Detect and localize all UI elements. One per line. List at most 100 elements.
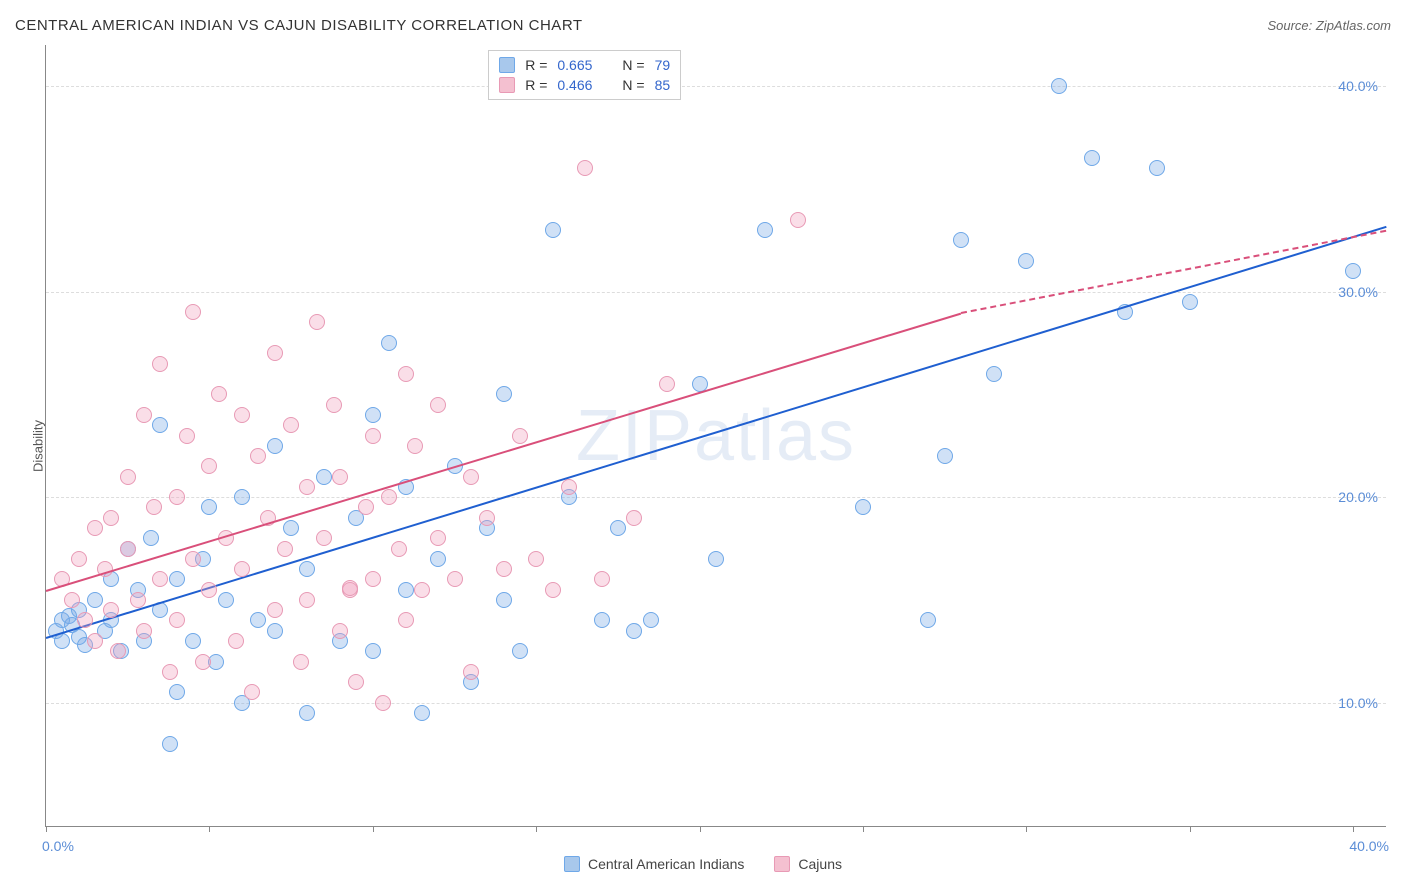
xtick-mark: [46, 826, 47, 832]
xtick-mark: [700, 826, 701, 832]
data-point: [283, 417, 299, 433]
data-point: [708, 551, 724, 567]
data-point: [152, 356, 168, 372]
data-point: [299, 479, 315, 495]
xtick-label: 40.0%: [1349, 838, 1389, 854]
data-point: [594, 612, 610, 628]
ytick-label: 30.0%: [1338, 284, 1378, 300]
legend-item-cajuns: Cajuns: [774, 856, 842, 872]
data-point: [244, 684, 260, 700]
xtick-mark: [1026, 826, 1027, 832]
data-point: [234, 489, 250, 505]
data-point: [185, 304, 201, 320]
data-point: [316, 469, 332, 485]
stat-r-label: R =: [525, 77, 547, 93]
data-point: [512, 643, 528, 659]
data-point: [545, 222, 561, 238]
data-point: [234, 407, 250, 423]
data-point: [120, 541, 136, 557]
data-point: [136, 623, 152, 639]
data-point: [185, 633, 201, 649]
data-point: [169, 684, 185, 700]
data-point: [358, 499, 374, 515]
swatch-icon: [564, 856, 580, 872]
data-point: [267, 438, 283, 454]
data-point: [953, 232, 969, 248]
data-point: [577, 160, 593, 176]
data-point: [87, 633, 103, 649]
xtick-mark: [863, 826, 864, 832]
data-point: [430, 397, 446, 413]
data-point: [162, 664, 178, 680]
data-point: [332, 623, 348, 639]
data-point: [267, 345, 283, 361]
data-point: [545, 582, 561, 598]
legend-stats-row: R = 0.665N = 79: [499, 55, 670, 75]
data-point: [250, 448, 266, 464]
data-point: [87, 592, 103, 608]
data-point: [326, 397, 342, 413]
data-point: [299, 592, 315, 608]
data-point: [234, 561, 250, 577]
data-point: [414, 582, 430, 598]
stat-r-value: 0.665: [557, 57, 592, 73]
ytick-label: 10.0%: [1338, 695, 1378, 711]
data-point: [143, 530, 159, 546]
data-point: [463, 469, 479, 485]
data-point: [299, 561, 315, 577]
data-point: [283, 520, 299, 536]
data-point: [920, 612, 936, 628]
stat-n-label: N =: [622, 77, 644, 93]
data-point: [937, 448, 953, 464]
data-point: [64, 592, 80, 608]
data-point: [561, 479, 577, 495]
data-point: [430, 530, 446, 546]
data-point: [309, 314, 325, 330]
stat-n-value: 85: [655, 77, 671, 93]
data-point: [130, 592, 146, 608]
legend-item-cai: Central American Indians: [564, 856, 744, 872]
data-point: [626, 623, 642, 639]
data-point: [169, 489, 185, 505]
data-point: [71, 551, 87, 567]
legend-stats-row: R = 0.466N = 85: [499, 75, 670, 95]
data-point: [195, 654, 211, 670]
data-point: [299, 705, 315, 721]
data-point: [381, 489, 397, 505]
y-axis-label: Disability: [31, 420, 46, 472]
source-label: Source: ZipAtlas.com: [1267, 18, 1391, 33]
data-point: [136, 407, 152, 423]
swatch-icon: [499, 57, 515, 73]
data-point: [1051, 78, 1067, 94]
data-point: [375, 695, 391, 711]
data-point: [398, 366, 414, 382]
ytick-label: 20.0%: [1338, 489, 1378, 505]
data-point: [179, 428, 195, 444]
stat-r-label: R =: [525, 57, 547, 73]
data-point: [512, 428, 528, 444]
xtick-label: 0.0%: [42, 838, 74, 854]
data-point: [332, 469, 348, 485]
data-point: [1182, 294, 1198, 310]
data-point: [407, 438, 423, 454]
data-point: [152, 571, 168, 587]
swatch-icon: [774, 856, 790, 872]
regression-line: [46, 226, 1387, 639]
data-point: [103, 510, 119, 526]
data-point: [146, 499, 162, 515]
data-point: [77, 612, 93, 628]
regression-line: [961, 230, 1386, 314]
data-point: [267, 602, 283, 618]
data-point: [1149, 160, 1165, 176]
data-point: [757, 222, 773, 238]
data-point: [169, 612, 185, 628]
plot-area: ZIPatlas 10.0%20.0%30.0%40.0%0.0%40.0%R …: [45, 45, 1386, 827]
data-point: [316, 530, 332, 546]
data-point: [1084, 150, 1100, 166]
data-point: [430, 551, 446, 567]
data-point: [87, 520, 103, 536]
watermark: ZIPatlas: [576, 395, 856, 477]
data-point: [528, 551, 544, 567]
data-point: [496, 386, 512, 402]
data-point: [398, 612, 414, 628]
